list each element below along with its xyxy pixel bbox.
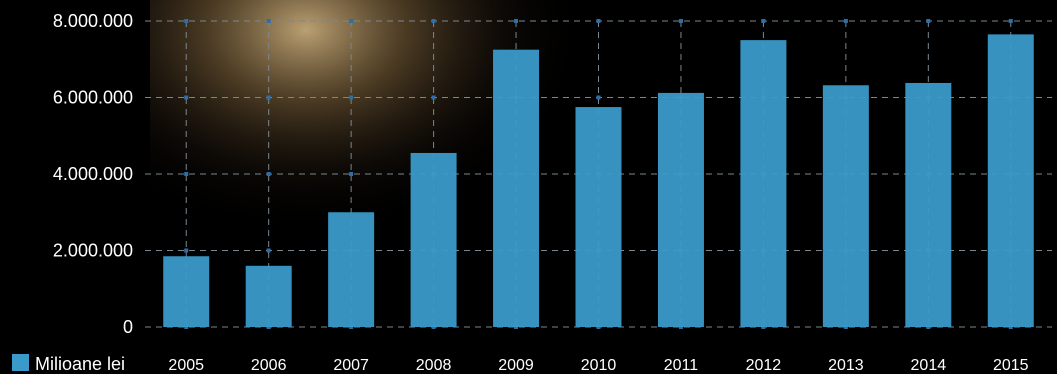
bar-2008 [410,152,457,327]
bars [163,34,1034,327]
bar-2009 [493,49,540,327]
x-tick-label: 2012 [746,357,782,374]
grid-marker [184,95,189,100]
grid-marker [843,19,848,23]
grid-marker [266,95,271,100]
grid-marker [266,19,271,23]
x-tick-label: 2014 [911,357,947,374]
x-tick-label: 2005 [168,357,204,374]
x-tick-label: 2008 [416,357,452,374]
x-axis-ticks: 2005 2006 2007 2008 2009 2010 2011 2012 2013 2014… [168,357,1028,374]
grid-marker [678,19,683,23]
grid-marker [596,95,601,100]
y-axis-ticks: 0 2.000.000 4.000.000 6.000.000 8.000.000 [53,11,133,337]
bar-2013 [822,85,869,327]
grid-marker [266,248,271,253]
grid-marker [431,95,436,100]
grid-marker [266,172,271,176]
legend-swatch [12,354,29,371]
x-tick-label: 2009 [498,357,534,374]
y-tick-label: 2.000.000 [53,241,133,261]
grid-marker [349,172,354,176]
grid-marker [349,95,354,100]
y-tick-label: 0 [123,317,133,337]
y-tick-label: 8.000.000 [53,11,133,31]
legend: Milioane lei [12,354,125,374]
grid-marker [926,19,931,23]
bar-2014 [905,82,952,327]
x-tick-label: 2010 [581,357,617,374]
grid-marker [514,19,519,23]
x-tick-label: 2013 [828,357,864,374]
bar-2007 [328,212,375,327]
grid-marker [349,19,354,23]
x-tick-label: 2006 [251,357,287,374]
grid-marker [596,19,601,23]
grid-marker [761,19,766,23]
y-tick-label: 4.000.000 [53,164,133,184]
bar-2012 [740,40,787,327]
x-tick-label: 2015 [993,357,1029,374]
bar-2010 [575,107,622,327]
grid-marker [184,19,189,23]
x-tick-label: 2007 [333,357,369,374]
grid-marker [184,172,189,176]
y-tick-label: 6.000.000 [53,88,133,108]
grid-marker [431,19,436,23]
grid-marker [1008,19,1013,23]
bar-2006 [245,265,292,327]
x-tick-label: 2011 [664,357,699,374]
legend-label: Milioane lei [35,354,125,374]
bar-2011 [657,92,704,327]
grid-marker [184,248,189,253]
bar-2015 [987,34,1034,327]
bar-2005 [163,256,210,327]
